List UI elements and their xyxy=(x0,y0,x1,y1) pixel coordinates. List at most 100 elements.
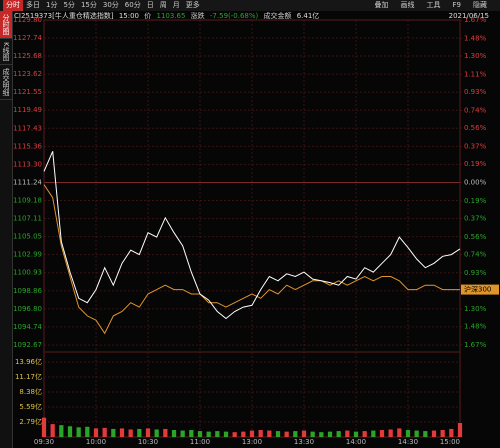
volume-bar xyxy=(145,428,151,437)
toolbar-tab[interactable]: 5分 xyxy=(63,1,75,9)
volume-bar xyxy=(440,430,445,437)
volume-bar xyxy=(301,430,307,437)
toolbar-tab[interactable]: 日 xyxy=(146,1,154,9)
volume-bar xyxy=(414,430,419,437)
volume-bar xyxy=(59,425,64,437)
y2-tick-label: 0.56% xyxy=(464,233,487,241)
volume-bar xyxy=(310,431,315,437)
volume-bar xyxy=(423,431,428,437)
y-tick-label: 1111.24 xyxy=(13,178,42,186)
side-tab[interactable]: 成交明细 xyxy=(0,65,12,100)
volume-bar xyxy=(163,428,168,437)
toolbar-tab[interactable]: 更多 xyxy=(185,1,200,9)
toolbar-tab[interactable]: 月 xyxy=(172,1,180,9)
volume-bar xyxy=(284,431,289,437)
toolbar-tab[interactable]: 多日 xyxy=(26,1,40,9)
y-tick-label: 1113.30 xyxy=(13,160,42,168)
toolbar-tool[interactable]: 隐藏 xyxy=(473,1,487,9)
y-tick-label: 11.17亿 xyxy=(15,372,42,381)
legend-label: 沪深300 xyxy=(464,285,491,294)
y-tick-label: 1098.86 xyxy=(13,287,42,295)
toolbar-tab[interactable]: 分时 xyxy=(3,0,23,11)
toolbar-tool[interactable]: 叠加 xyxy=(374,1,389,9)
volume-bar xyxy=(102,427,107,437)
y-tick-label: 1100.93 xyxy=(13,269,42,277)
price-label: 价 xyxy=(144,12,152,20)
side-tab[interactable]: K线图 xyxy=(0,39,12,65)
side-tab[interactable]: 分时图 xyxy=(0,11,12,39)
side-tabs: 分时图 K线图 成交明细 xyxy=(0,11,13,448)
y2-tick-label: 0.93% xyxy=(464,269,487,277)
y-tick-label: 1117.43 xyxy=(13,124,42,132)
y-tick-label: 1127.74 xyxy=(13,34,42,42)
y2-tick-label: 1.48% xyxy=(464,34,487,42)
time: 15:00 xyxy=(118,12,140,20)
x-tick-label: 10:30 xyxy=(138,438,158,446)
y2-tick-label: 0.00% xyxy=(464,179,487,187)
toolbar-tool[interactable]: F9 xyxy=(452,1,461,9)
y-tick-label: 1094.74 xyxy=(13,323,42,331)
index-name: CI2519373[牛人重仓精选指数] xyxy=(14,12,114,20)
volume-bar xyxy=(189,430,194,437)
toolbar: 分时 多日 1分 5分 15分 30分 60分日周月更多 叠加 画线 工具 F9 隐藏 xyxy=(0,0,500,11)
volume-bar xyxy=(67,426,73,437)
y-tick-label: 8.38亿 xyxy=(19,387,42,396)
volume-bar xyxy=(128,429,133,437)
volume-bar xyxy=(76,427,81,437)
y2-tick-label: 0.56% xyxy=(464,124,487,132)
volume-bar xyxy=(405,430,411,437)
x-tick-label: 11:00 xyxy=(190,438,210,446)
toolbar-tool[interactable]: 画线 xyxy=(400,1,415,9)
volume-bar xyxy=(336,431,341,437)
y-tick-label: 2.79亿 xyxy=(19,417,42,426)
toolbar-tab[interactable]: 15分 xyxy=(80,1,97,9)
volume-bar xyxy=(137,428,142,437)
price-line xyxy=(43,151,461,320)
volume-bar xyxy=(362,431,367,437)
y-tick-label: 1121.55 xyxy=(13,88,42,96)
y-tick-label: 1129.80 xyxy=(13,16,42,24)
volume-bar xyxy=(388,429,393,437)
y-tick-label: 1105.05 xyxy=(13,233,42,241)
volume-bar xyxy=(50,424,55,437)
y-tick-label: 13.96亿 xyxy=(15,357,42,366)
volume-bar xyxy=(457,423,463,437)
volume-bar xyxy=(180,430,185,437)
volume-bar xyxy=(171,430,177,437)
volume-bar xyxy=(293,431,298,437)
volume-bar xyxy=(275,431,281,437)
volume-bar xyxy=(197,431,203,437)
toolbar-tab[interactable]: 60分 xyxy=(124,1,141,9)
toolbar-tab[interactable]: 周 xyxy=(159,1,167,9)
amount-label: 成交金额 xyxy=(263,12,292,20)
volume-bar xyxy=(223,431,229,437)
x-tick-label: 14:30 xyxy=(398,438,418,446)
volume-bar xyxy=(319,432,324,437)
volume-bar xyxy=(215,431,220,437)
x-tick-label: 13:00 xyxy=(242,438,262,446)
y2-tick-label: 1.11% xyxy=(464,70,487,78)
toolbar-tool[interactable]: 工具 xyxy=(426,1,441,9)
volume-bar xyxy=(93,428,99,437)
y-tick-label: 1096.80 xyxy=(13,305,42,313)
x-tick-label: 14:00 xyxy=(346,438,366,446)
y-tick-label: 1123.62 xyxy=(13,70,42,78)
toolbar-tab[interactable]: 30分 xyxy=(102,1,119,9)
toolbar-tab[interactable]: 1分 xyxy=(46,1,58,9)
y2-tick-label: 1.30% xyxy=(464,305,487,313)
volume-bar xyxy=(345,430,350,437)
volume-bar xyxy=(258,430,263,437)
volume-bar xyxy=(119,428,125,437)
price: 1103.65 xyxy=(156,12,186,20)
price-line xyxy=(43,184,460,335)
y2-tick-label: 0.37% xyxy=(464,142,487,150)
y-tick-label: 1092.67 xyxy=(13,341,42,349)
y-tick-label: 1109.18 xyxy=(13,196,42,204)
amount: 6.41亿 xyxy=(296,12,320,20)
volume-bar xyxy=(431,430,437,437)
y2-tick-label: 1.48% xyxy=(464,323,487,331)
y2-tick-label: 1.30% xyxy=(464,52,487,60)
y2-tick-label: 0.19% xyxy=(464,160,487,168)
